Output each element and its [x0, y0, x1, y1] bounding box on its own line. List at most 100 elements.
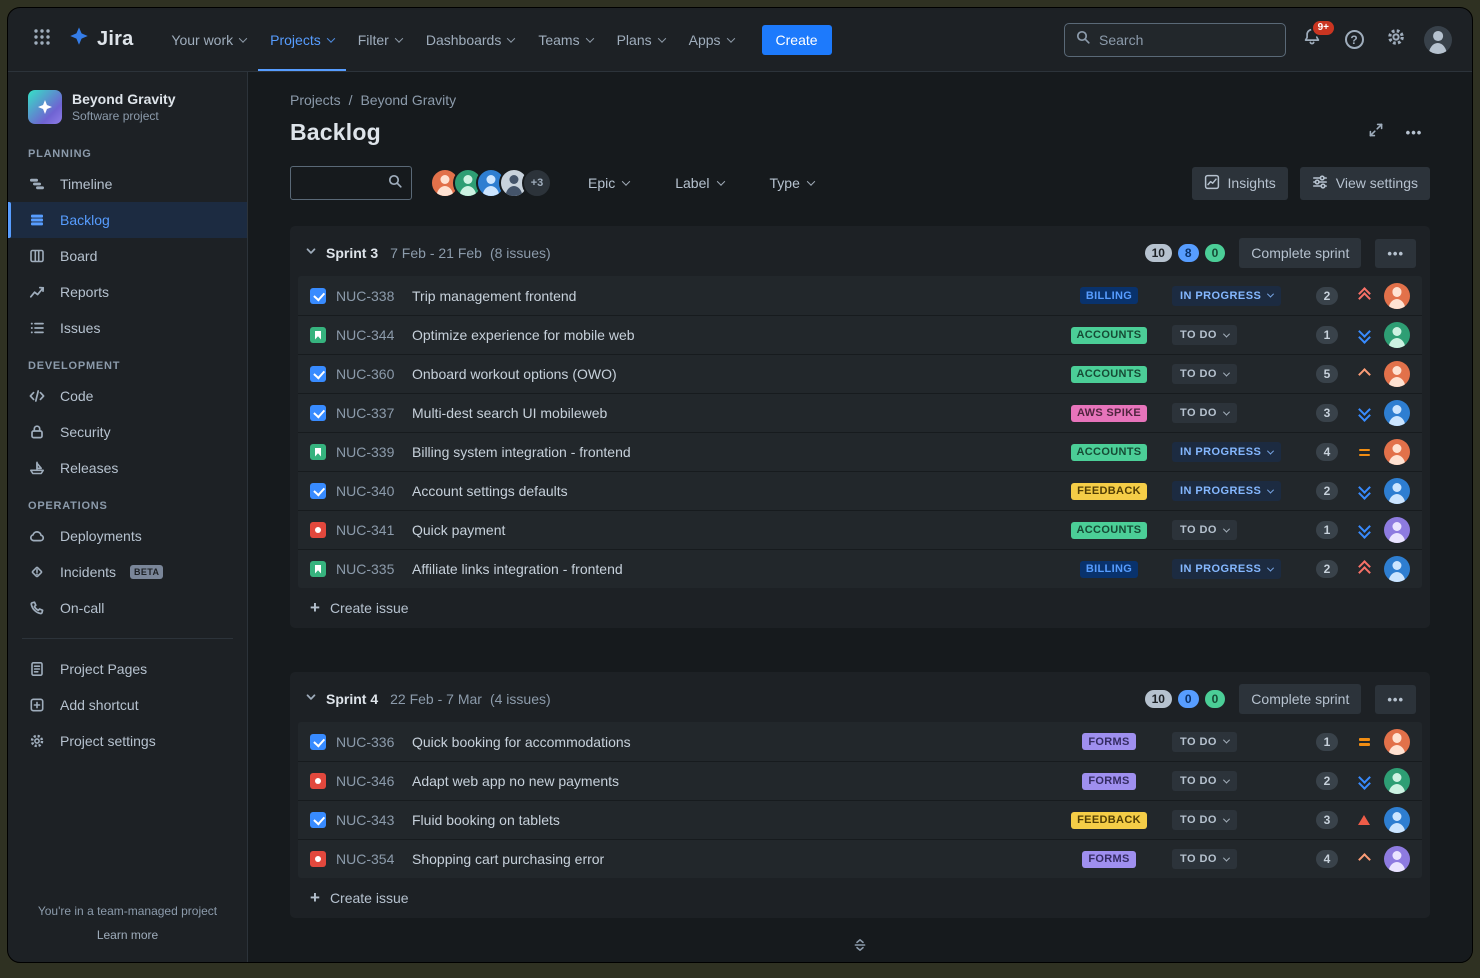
status-dropdown[interactable]: TO DO — [1172, 403, 1237, 423]
story-points-badge[interactable]: 5 — [1316, 365, 1338, 383]
breadcrumb-project-name[interactable]: Beyond Gravity — [360, 92, 457, 108]
epic-filter-dropdown[interactable]: Epic — [578, 169, 639, 197]
assignee-avatar[interactable] — [1384, 728, 1410, 755]
epic-badge[interactable]: FORMS — [1082, 772, 1136, 790]
issue-row[interactable]: NUC-337 Multi-dest search UI mobileweb A… — [298, 393, 1422, 432]
nav-item-teams[interactable]: Teams — [526, 8, 604, 71]
sidebar-item-security[interactable]: Security — [8, 414, 247, 450]
story-points-badge[interactable]: 4 — [1316, 443, 1338, 461]
issue-summary[interactable]: Fluid booking on tablets — [412, 812, 1046, 828]
story-points-badge[interactable]: 2 — [1316, 560, 1338, 578]
view-settings-button[interactable]: View settings — [1299, 166, 1430, 200]
assignee-avatar[interactable] — [1384, 556, 1410, 582]
status-dropdown[interactable]: IN PROGRESS — [1172, 442, 1282, 462]
status-dropdown[interactable]: TO DO — [1172, 325, 1237, 345]
global-search-input[interactable] — [1099, 31, 1275, 48]
issue-row[interactable]: NUC-354 Shopping cart purchasing error F… — [298, 839, 1422, 878]
app-switcher-button[interactable] — [26, 24, 58, 56]
epic-badge[interactable]: FORMS — [1082, 850, 1136, 868]
issue-summary[interactable]: Quick payment — [412, 522, 1046, 538]
issue-row[interactable]: NUC-341 Quick payment ACCOUNTS TO DO 1 — [298, 510, 1422, 549]
issue-summary[interactable]: Billing system integration - frontend — [412, 444, 1046, 460]
collapse-sprint-button[interactable] — [304, 690, 318, 709]
story-points-badge[interactable]: 1 — [1316, 521, 1338, 539]
issue-summary[interactable]: Adapt web app no new payments — [412, 773, 1046, 789]
issue-summary[interactable]: Onboard workout options (OWO) — [412, 366, 1046, 382]
story-points-badge[interactable]: 1 — [1316, 326, 1338, 344]
label-filter-dropdown[interactable]: Label — [665, 169, 733, 197]
sidebar-item-timeline[interactable]: Timeline — [8, 166, 247, 202]
story-points-badge[interactable]: 2 — [1316, 482, 1338, 500]
epic-badge[interactable]: AWS SPIKE — [1070, 404, 1148, 422]
avatar-overflow-badge[interactable]: +3 — [522, 168, 552, 198]
issue-row[interactable]: NUC-343 Fluid booking on tablets FEEDBAC… — [298, 800, 1422, 839]
nav-item-your-work[interactable]: Your work — [159, 8, 258, 71]
epic-badge[interactable]: ACCOUNTS — [1070, 443, 1148, 461]
epic-badge[interactable]: ACCOUNTS — [1070, 326, 1148, 344]
settings-button[interactable] — [1380, 24, 1412, 56]
breadcrumb-projects[interactable]: Projects — [290, 92, 341, 108]
sidebar-item-reports[interactable]: Reports — [8, 274, 247, 310]
learn-more-link[interactable]: Learn more — [96, 928, 159, 942]
issue-row[interactable]: NUC-335 Affiliate links integration - fr… — [298, 549, 1422, 588]
story-points-badge[interactable]: 2 — [1316, 772, 1338, 790]
issue-row[interactable]: NUC-336 Quick booking for accommodations… — [298, 722, 1422, 761]
panel-resize-handle[interactable] — [852, 937, 868, 958]
issue-summary[interactable]: Shopping cart purchasing error — [412, 851, 1046, 867]
nav-item-filter[interactable]: Filter — [346, 8, 414, 71]
sidebar-item-backlog[interactable]: Backlog — [8, 202, 247, 238]
epic-badge[interactable]: FEEDBACK — [1071, 482, 1147, 500]
assignee-avatar[interactable] — [1384, 282, 1410, 309]
story-points-badge[interactable]: 4 — [1316, 850, 1338, 868]
nav-item-projects[interactable]: Projects — [258, 8, 346, 71]
assignee-avatar[interactable] — [1384, 807, 1410, 833]
status-dropdown[interactable]: IN PROGRESS — [1172, 481, 1282, 501]
create-button[interactable]: Create — [761, 24, 832, 55]
sidebar-item-issues[interactable]: Issues — [8, 310, 247, 346]
status-dropdown[interactable]: TO DO — [1172, 849, 1237, 869]
status-dropdown[interactable]: TO DO — [1172, 731, 1237, 752]
issue-summary[interactable]: Affiliate links integration - frontend — [412, 561, 1046, 577]
sprint-more-button[interactable]: ••• — [1375, 238, 1416, 268]
create-issue-button[interactable]: + Create issue — [298, 588, 1422, 620]
sidebar-item-add-shortcut[interactable]: Add shortcut — [8, 687, 247, 723]
global-search[interactable] — [1064, 22, 1286, 57]
sprint-more-button[interactable]: ••• — [1375, 684, 1416, 714]
nav-item-dashboards[interactable]: Dashboards — [414, 8, 527, 71]
sprint-name[interactable]: Sprint 3 — [326, 245, 379, 261]
epic-badge[interactable]: BILLING — [1079, 287, 1139, 304]
assignee-avatar[interactable] — [1384, 322, 1410, 348]
assignee-avatar[interactable] — [1384, 846, 1410, 872]
assignee-avatar[interactable] — [1384, 361, 1410, 387]
type-filter-dropdown[interactable]: Type — [760, 169, 824, 197]
sidebar-item-project-settings[interactable]: Project settings — [8, 723, 247, 759]
issue-summary[interactable]: Optimize experience for mobile web — [412, 327, 1046, 343]
epic-badge[interactable]: ACCOUNTS — [1070, 521, 1148, 539]
nav-item-apps[interactable]: Apps — [677, 8, 746, 71]
issue-summary[interactable]: Quick booking for accommodations — [412, 734, 1046, 750]
issue-row[interactable]: NUC-344 Optimize experience for mobile w… — [298, 315, 1422, 354]
epic-badge[interactable]: BILLING — [1079, 560, 1139, 578]
sidebar-item-project-pages[interactable]: Project Pages — [8, 651, 247, 687]
issue-summary[interactable]: Account settings defaults — [412, 483, 1046, 499]
issue-row[interactable]: NUC-338 Trip management frontend BILLING… — [298, 276, 1422, 315]
assignee-avatar[interactable] — [1384, 517, 1410, 543]
sidebar-item-releases[interactable]: Releases — [8, 450, 247, 486]
complete-sprint-button[interactable]: Complete sprint — [1239, 238, 1362, 268]
status-dropdown[interactable]: TO DO — [1172, 364, 1237, 384]
sprint-name[interactable]: Sprint 4 — [326, 691, 379, 707]
sidebar-item-code[interactable]: Code — [8, 378, 247, 414]
backlog-search-input[interactable] — [299, 175, 387, 191]
issue-row[interactable]: NUC-340 Account settings defaults FEEDBA… — [298, 471, 1422, 510]
issue-row[interactable]: NUC-360 Onboard workout options (OWO) AC… — [298, 354, 1422, 393]
issue-summary[interactable]: Trip management frontend — [412, 288, 1046, 304]
story-points-badge[interactable]: 2 — [1316, 286, 1338, 305]
epic-badge[interactable]: FEEDBACK — [1071, 811, 1147, 829]
assignee-avatar[interactable] — [1384, 478, 1410, 504]
page-more-button[interactable]: ••• — [1398, 116, 1430, 148]
jira-logo[interactable]: Jira — [68, 26, 133, 53]
issue-row[interactable]: NUC-346 Adapt web app no new payments FO… — [298, 761, 1422, 800]
status-dropdown[interactable]: TO DO — [1172, 771, 1237, 791]
assignee-avatar[interactable] — [1384, 400, 1410, 426]
sidebar-item-on-call[interactable]: On-call — [8, 590, 247, 626]
